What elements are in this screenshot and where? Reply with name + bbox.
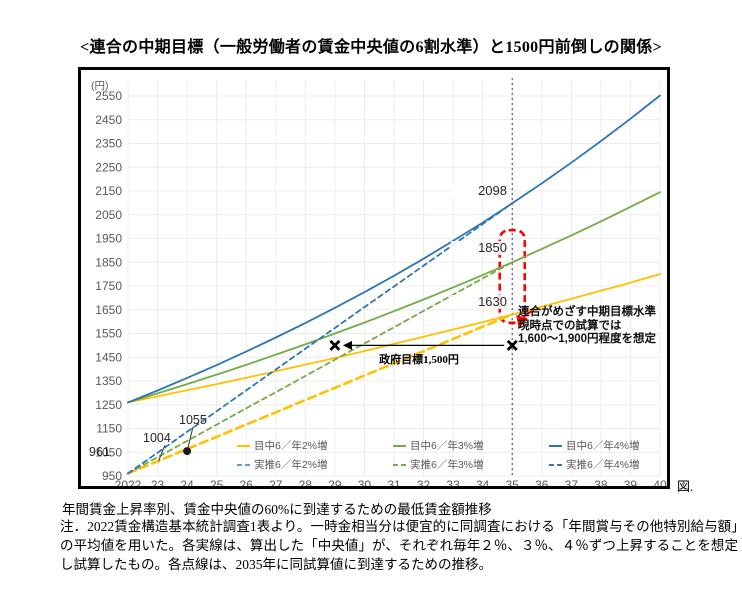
dashed-line-swatch-icon [393,463,406,466]
dashed-line-swatch-icon [237,463,250,466]
legend-item-medi6-2pct: 目中6／年2%増 [237,438,393,453]
endpoint-label-1850: 1850 [451,241,507,255]
svg-text:37: 37 [565,478,579,486]
chart-legend: 目中6／年2%増 目中6／年3%増 目中6／年4%増 実推6／年2%増 実推6／… [237,438,669,472]
svg-text:2050: 2050 [95,208,122,222]
rengo-annotation-line-1: 連合がめざす中期目標水準 [518,306,656,318]
legend-item-actual6-2pct: 実推6／年2%増 [237,457,393,472]
rengo-annotation-line-3: 1,600～1,900円程度を想定 [518,333,657,345]
svg-text:39: 39 [624,478,638,486]
chart-frame: 950 1050 1150 1250 1350 1450 1550 1650 1750 1850 1… [78,67,670,489]
svg-text:25: 25 [210,478,224,486]
svg-text:30: 30 [358,478,372,486]
svg-text:2550: 2550 [95,89,122,103]
svg-text:28: 28 [299,478,313,486]
endpoint-label-2098: 2098 [451,184,507,198]
svg-text:33: 33 [446,478,460,486]
svg-text:32: 32 [417,478,431,486]
svg-text:27: 27 [269,478,283,486]
svg-text:950: 950 [102,469,122,483]
svg-text:2250: 2250 [95,160,122,174]
solid-line-swatch-icon [237,444,250,447]
svg-text:2350: 2350 [95,137,122,151]
svg-text:1250: 1250 [95,398,122,412]
svg-text:2022: 2022 [115,478,142,486]
legend-item-actual6-4pct: 実推6／年4%増 [549,457,669,472]
legend-label: 実推6／年2%増 [254,459,328,471]
figure-label: 図. [677,479,694,494]
svg-text:1650: 1650 [95,303,122,317]
svg-text:31: 31 [387,478,401,486]
solid-line-swatch-icon [549,444,562,447]
svg-text:1950: 1950 [95,232,122,246]
dashed-line-swatch-icon [549,463,562,466]
svg-text:29: 29 [328,478,342,486]
legend-label: 目中6／年3%増 [410,440,484,452]
svg-text:1150: 1150 [96,422,122,436]
chart-caption: 年間賃金上昇率別、賃金中央値の60%に到達するための最低賃金額推移 [62,502,492,517]
svg-text:1850: 1850 [95,255,122,269]
legend-label: 目中6／年2%増 [254,440,328,452]
svg-text:1450: 1450 [95,350,122,364]
source-note: 注．2022賃金構造基本統計調査1表より。一時金相当分は便宜的に同調査における「… [60,519,738,572]
point-label-1055: 1055 [179,413,207,427]
svg-text:26: 26 [240,478,254,486]
chart-canvas: 950 1050 1150 1250 1350 1450 1550 1650 1750 1850 1… [95,78,667,486]
legend-item-actual6-3pct: 実推6／年3%増 [393,457,549,472]
legend-item-medi6-3pct: 目中6／年3%増 [393,438,549,453]
government-target-label: 政府目標1,500円 [379,354,459,366]
legend-label: 実推6／年3%増 [410,459,484,471]
point-label-1004: 1004 [143,431,171,445]
svg-text:2450: 2450 [95,113,122,127]
svg-text:36: 36 [535,478,549,486]
rengo-target-annotation: 連合がめざす中期目標水準 現時点での試算では 1,600～1,900円程度を想定 [518,306,666,347]
svg-text:1050: 1050 [95,445,122,459]
legend-label: 目中6／年4%増 [566,440,640,452]
legend-label: 実推6／年4%増 [566,459,640,471]
page-title: <連合の中期目標（一般労働者の賃金中央値の6割水準）と1500円前倒しの関係> [80,39,662,56]
svg-text:35: 35 [506,478,520,486]
point-label-961: 961 [89,445,110,459]
svg-text:38: 38 [594,478,608,486]
solid-line-swatch-icon [393,444,406,447]
svg-text:2150: 2150 [95,184,122,198]
svg-text:1350: 1350 [95,374,122,388]
svg-text:24: 24 [180,478,194,486]
svg-text:40: 40 [653,478,667,486]
svg-text:23: 23 [151,478,165,486]
legend-item-medi6-4pct: 目中6／年4%増 [549,438,669,453]
svg-text:1550: 1550 [95,327,122,341]
svg-text:34: 34 [476,478,490,486]
y-axis-unit-label: (円) [91,80,109,92]
svg-text:1750: 1750 [95,279,122,293]
endpoint-label-1630: 1630 [451,295,507,309]
rengo-annotation-line-2: 現時点での試算では [518,319,622,332]
